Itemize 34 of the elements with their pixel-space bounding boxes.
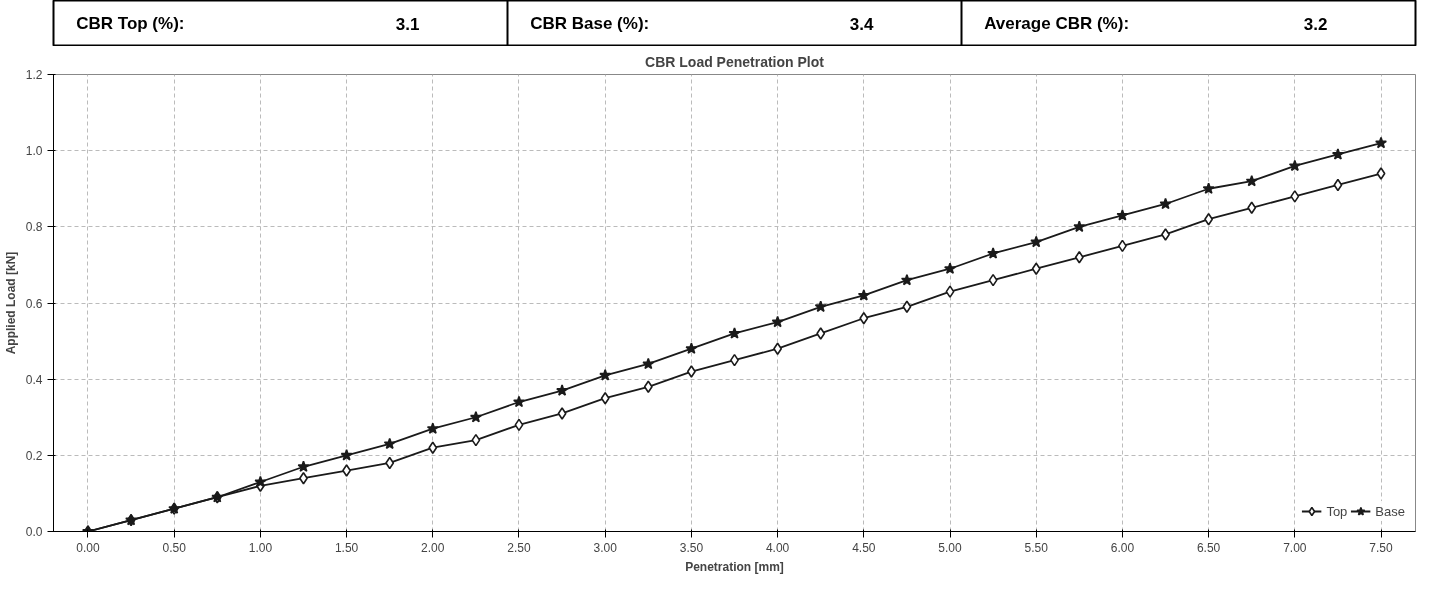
x-tick-label: 2.50 [507,540,531,555]
y-tick-label: 1.0 [25,144,43,159]
text: CBR Top (%): [76,14,185,33]
legend-label: Top [1326,503,1348,519]
x-tick-label: 3.00 [593,540,618,555]
x-tick-label: 6.50 [1196,540,1221,555]
x-tick-label: 3.50 [679,540,704,555]
x-tick-label: 5.00 [938,540,963,555]
x-tick-label: 1.00 [248,540,273,555]
x-tick-label: 0.00 [76,540,100,555]
text: 3.4 [849,14,874,34]
y-tick-label: 0.0 [25,525,43,539]
x-tick-label: 1.50 [334,540,359,555]
x-tick-label: 4.00 [765,540,790,555]
y-tick-label: 0.6 [25,296,43,311]
text: CBR Base (%): [530,14,650,33]
y-tick-label: 1.2 [25,68,43,82]
x-tick-label: 6.00 [1110,540,1135,555]
y-tick-label: 0.8 [25,220,43,235]
text: 3.2 [1303,14,1328,34]
y-tick-label: 0.4 [25,372,43,387]
x-axis-title: Penetration [mm] [685,559,784,574]
chart-title: CBR Load Penetration Plot [645,53,825,70]
x-tick-label: 0.50 [162,540,187,555]
x-tick-label: 7.00 [1283,540,1307,555]
x-tick-label: 2.00 [421,540,445,555]
text: Average CBR (%): [984,14,1130,33]
x-tick-label: 5.50 [1024,540,1049,555]
text: 3.1 [395,14,420,34]
legend-label: Base [1375,503,1405,519]
y-tick-label: 0.2 [25,448,43,463]
x-tick-label: 4.50 [852,540,876,555]
y-axis-title: Applied Load [kN] [3,251,18,355]
x-tick-label: 7.50 [1369,540,1394,555]
